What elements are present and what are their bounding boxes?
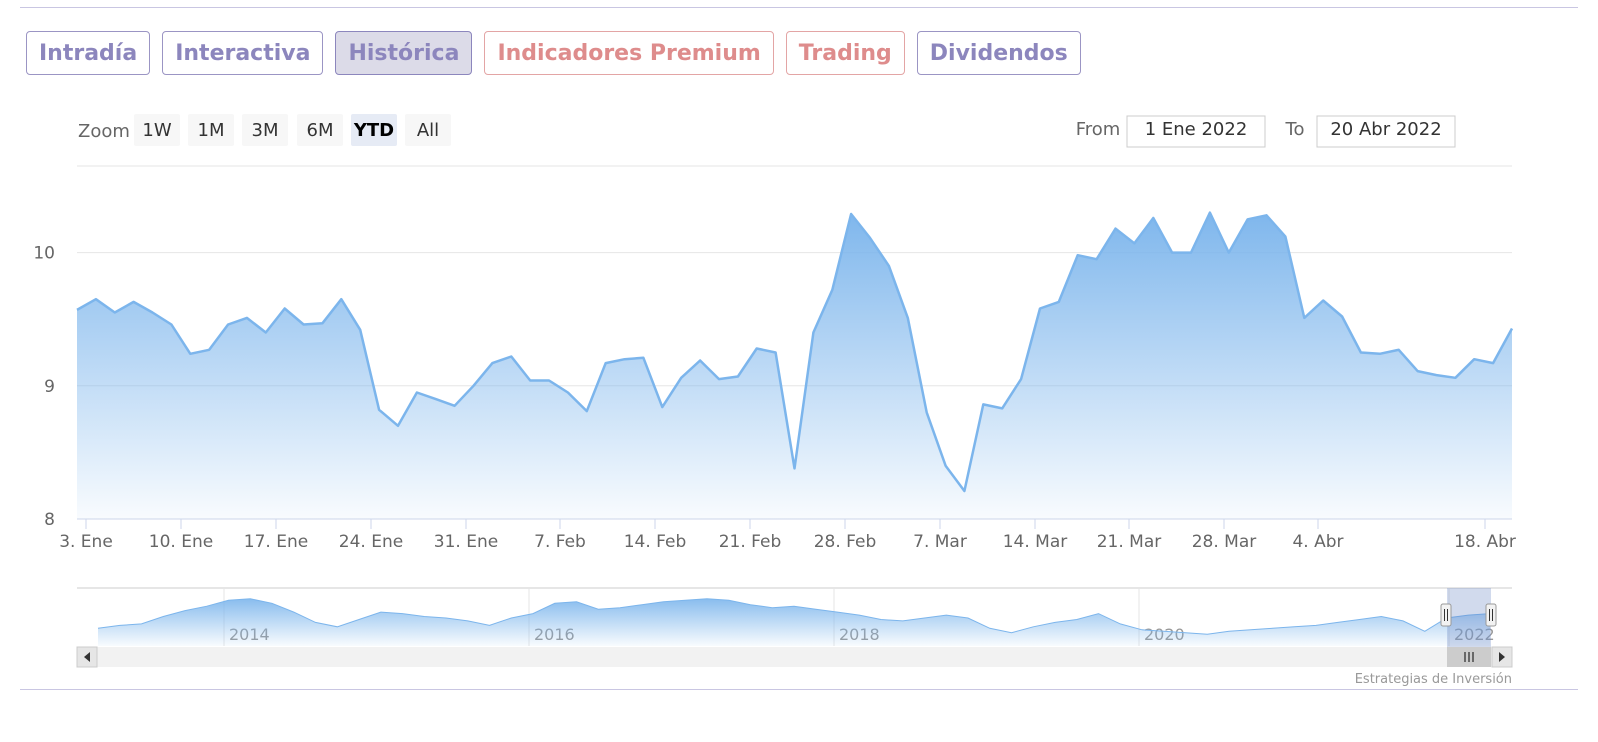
navigator-area: [98, 598, 1490, 646]
tab-indicadores-premium[interactable]: Indicadores Premium: [484, 31, 774, 75]
zoom-button-label: YTD: [353, 120, 394, 141]
x-tick-label: 14. Feb: [624, 532, 687, 552]
x-tick-label: 17. Ene: [244, 532, 308, 552]
x-tick-label: 24. Ene: [339, 532, 403, 552]
x-tick-label: 7. Feb: [534, 532, 586, 552]
tab-dividendos[interactable]: Dividendos: [916, 31, 1081, 75]
arrow-right-icon: [1499, 652, 1505, 662]
bottom-divider: [20, 689, 1578, 690]
zoom-button-6m[interactable]: 6M: [297, 114, 343, 146]
chart-tabs: Intradía Interactiva Histórica Indicadores …: [26, 31, 1081, 77]
x-tick-label: 7. Mar: [913, 532, 967, 552]
tab-hist-rica[interactable]: Histórica: [335, 31, 473, 75]
x-tick-label: 14. Mar: [1003, 532, 1068, 552]
top-divider: [20, 7, 1578, 8]
zoom-button-label: 6M: [307, 120, 334, 141]
zoom-button-1w[interactable]: 1W: [134, 114, 180, 146]
zoom-button-ytd[interactable]: YTD: [351, 114, 397, 146]
zoom-button-label: 1M: [198, 120, 225, 141]
y-tick-label: 9: [44, 377, 55, 397]
x-axis: 3. Ene 10. Ene 17. Ene 24. Ene 31. Ene 7. Feb…: [59, 519, 1516, 552]
x-tick-label: 4. Abr: [1292, 532, 1343, 552]
x-tick-label: 28. Mar: [1192, 532, 1257, 552]
price-area: [77, 212, 1512, 519]
from-date-input[interactable]: 1 Ene 2022: [1145, 119, 1248, 140]
scrollbar[interactable]: [76, 646, 1513, 668]
x-tick-label: 3. Ene: [59, 532, 113, 552]
zoom-button-label: All: [417, 120, 439, 141]
from-date-input-box[interactable]: [1126, 115, 1266, 148]
zoom-button-1m[interactable]: 1M: [188, 114, 234, 146]
zoom-buttons: 1W 1M 3M 6M YTD All: [134, 114, 451, 146]
credits[interactable]: Estrategias de Inversión: [1355, 672, 1512, 687]
tab-intrad-a[interactable]: Intradía: [26, 31, 151, 75]
x-tick-label: 31. Ene: [434, 532, 498, 552]
x-tick-label: 10. Ene: [149, 532, 213, 552]
navigator-handle-left[interactable]: [1440, 603, 1452, 627]
y-tick-label: 10: [33, 244, 55, 264]
x-tick-label: 28. Feb: [814, 532, 877, 552]
navigator-line: [97, 598, 1491, 635]
zoom-button-all[interactable]: All: [405, 114, 451, 146]
arrow-left-icon: [84, 652, 90, 662]
navigator-selection[interactable]: [1447, 588, 1491, 647]
scrollbar-track[interactable]: [77, 647, 1512, 667]
tab-interactiva[interactable]: Interactiva: [162, 31, 324, 75]
grip-icon: [1464, 652, 1474, 662]
navigator-handle-right[interactable]: [1485, 603, 1497, 627]
price-line[interactable]: [76, 211, 1514, 493]
y-axis: 8 9 10: [33, 244, 55, 530]
zoom-button-label: 1W: [142, 120, 171, 141]
y-tick-label: 8: [44, 510, 55, 530]
to-date-input-box[interactable]: [1316, 115, 1456, 148]
zoom-label: Zoom: [78, 121, 130, 142]
to-label: To: [1285, 119, 1305, 140]
x-tick-label: 21. Feb: [719, 532, 782, 552]
from-label: From: [1076, 119, 1121, 140]
tab-trading[interactable]: Trading: [785, 31, 905, 75]
zoom-button-3m[interactable]: 3M: [242, 114, 288, 146]
to-date-input[interactable]: 20 Abr 2022: [1330, 119, 1441, 140]
navigator[interactable]: 20142016201820202022: [77, 587, 1512, 647]
x-tick-label: 21. Mar: [1097, 532, 1162, 552]
x-tick-label: 18. Abr: [1454, 532, 1516, 552]
zoom-button-label: 3M: [252, 120, 279, 141]
